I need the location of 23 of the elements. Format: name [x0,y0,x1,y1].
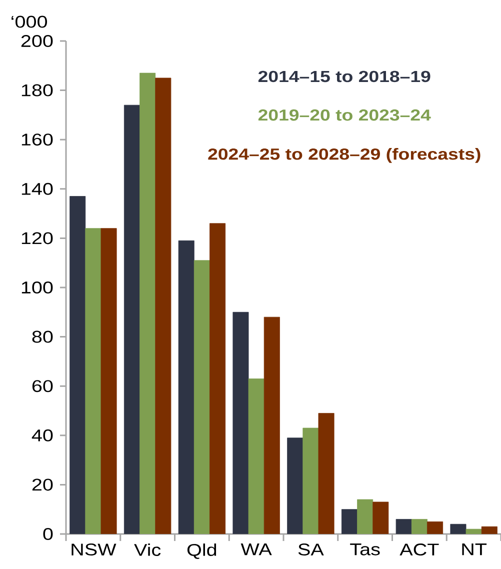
y-tick-label: 0 [43,528,53,540]
y-tick-label: 20 [32,478,53,491]
y-tick-label: 80 [32,330,53,343]
y-tick-label: 120 [22,232,53,244]
x-tick-label: SA [298,544,324,556]
y-axis-title: ‘000 [12,16,48,28]
x-tick-label: NSW [72,544,116,556]
y-tick-label: 200 [21,34,53,47]
y-tick-label: 180 [22,84,53,96]
x-tick-label: Tas [350,544,380,556]
x-tick-label: ACT [400,544,439,556]
y-tick-label: 160 [22,134,53,146]
x-tick-label: Vic [134,544,161,556]
y-tick-label: 100 [22,282,53,294]
y-tick-label: 60 [32,380,53,392]
text: 2019–20 to 2023–24 [258,109,431,121]
text: 2024–25 to 2028–29 (forecasts) [208,148,480,163]
text: 2014–15 to 2018–19 [258,70,430,82]
x-tick-label: WA [240,544,272,556]
y-tick-label: 140 [22,182,53,195]
x-tick-label: Qld [187,544,216,559]
y-tick-label: 40 [32,429,53,442]
x-tick-label: NT [462,544,487,556]
